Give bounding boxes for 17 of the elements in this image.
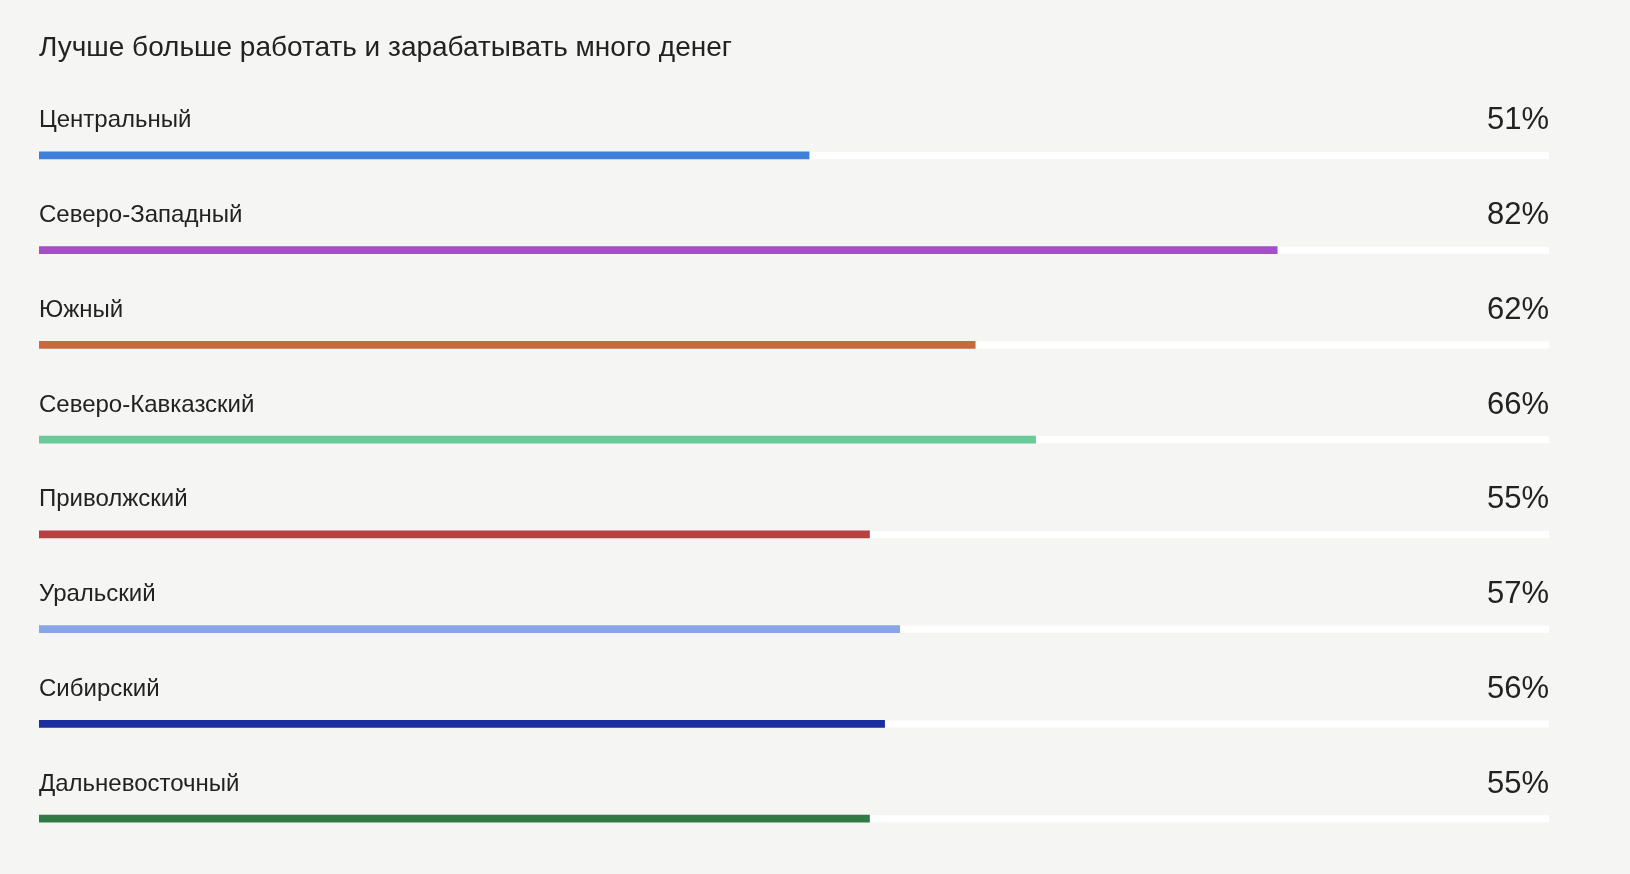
data-label: 82% [1486,196,1549,232]
y-tick-label: Уральский [39,579,156,607]
data-label: 57% [1486,575,1549,611]
y-tick-label: Северо-Западный [39,200,243,228]
y-tick-label: Центральный [39,105,192,133]
y-tick-label: Сибирский [39,673,160,701]
data-label: 55% [1486,480,1549,516]
chart-title: Лучше больше работать и зарабатывать много денег [39,31,732,62]
data-label: 56% [1486,669,1549,705]
data-label: 51% [1486,101,1549,137]
data-label: 66% [1486,385,1549,421]
data-label: 62% [1486,290,1549,326]
y-tick-label: Приволжский [39,484,188,512]
y-tick-label: Дальневосточный [39,768,240,796]
y-tick-label: Северо-Кавказский [39,389,255,417]
y-tick-label: Южный [39,294,124,322]
data-label: 55% [1486,764,1549,800]
